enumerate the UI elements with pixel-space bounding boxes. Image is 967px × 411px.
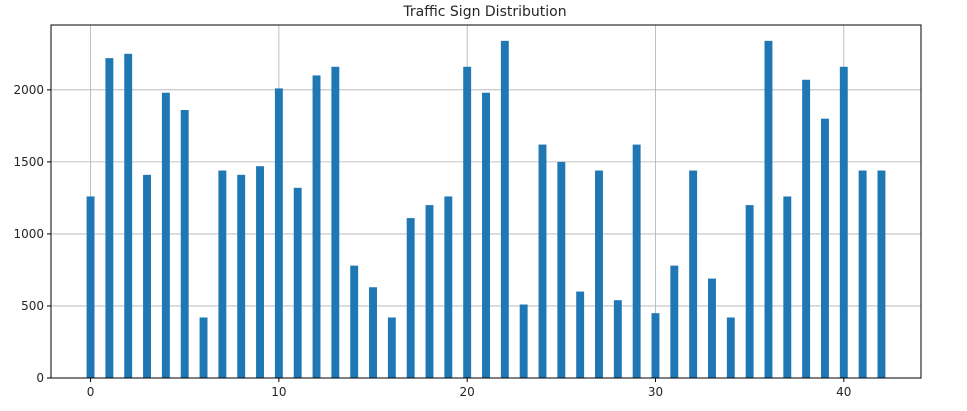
chart-title: Traffic Sign Distribution (402, 4, 566, 20)
bar (218, 170, 227, 378)
bar (613, 300, 622, 378)
bar (689, 170, 698, 378)
x-tick-label: 30 (648, 385, 663, 399)
bar (632, 144, 641, 378)
bar (839, 66, 848, 378)
y-tick-label: 1000 (13, 227, 44, 241)
bar (595, 170, 603, 378)
y-tick-label: 0 (36, 371, 44, 385)
bar (538, 144, 547, 378)
y-tick-label: 1500 (13, 155, 44, 169)
bar (651, 313, 660, 378)
bar (783, 196, 792, 378)
bar (425, 205, 434, 378)
bar (312, 75, 321, 378)
x-tick-label: 10 (271, 385, 286, 399)
bar (519, 304, 528, 378)
bar (237, 174, 246, 378)
bar (670, 265, 679, 378)
x-axis: 0 10 20 30 40 (87, 378, 851, 399)
bars (86, 40, 886, 379)
bar (745, 205, 754, 378)
bar (557, 161, 566, 378)
bar (387, 317, 396, 378)
bar (331, 66, 340, 378)
bar (708, 278, 716, 378)
y-axis: 0 500 1000 1500 2000 (13, 83, 51, 385)
x-tick-label: 40 (836, 385, 851, 399)
bar (161, 92, 170, 378)
bar (293, 187, 302, 378)
bar (369, 287, 377, 378)
bar (274, 88, 283, 378)
bar (86, 196, 95, 378)
bar (726, 317, 735, 378)
bar (105, 58, 114, 379)
y-tick-label: 500 (21, 299, 44, 313)
y-tick-label: 2000 (13, 83, 44, 97)
bar (256, 166, 264, 378)
bar (821, 118, 829, 378)
bar (500, 40, 509, 379)
plot-frame (50, 24, 922, 379)
x-tick-label: 20 (460, 385, 475, 399)
bar (350, 265, 359, 378)
bar (482, 92, 490, 378)
bar (802, 79, 811, 378)
bar (143, 174, 151, 378)
bar (180, 110, 189, 378)
bar (463, 66, 472, 378)
bar (858, 170, 867, 378)
bar (764, 40, 773, 379)
bar (199, 317, 208, 378)
bar (444, 196, 453, 378)
bar (406, 218, 415, 378)
bar (576, 291, 585, 378)
bar (124, 53, 133, 379)
bar (877, 170, 886, 378)
x-tick-label: 0 (87, 385, 95, 399)
